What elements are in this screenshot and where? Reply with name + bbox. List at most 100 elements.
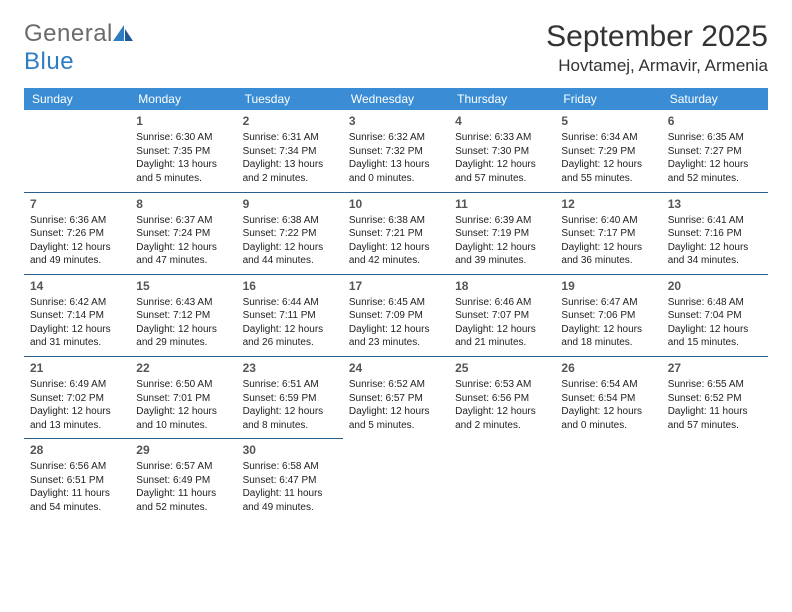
sunrise-line: Sunrise: 6:45 AM [349,296,443,310]
empty-cell [449,439,555,521]
day-cell: 28Sunrise: 6:56 AMSunset: 6:51 PMDayligh… [24,439,130,521]
day-cell: 22Sunrise: 6:50 AMSunset: 7:01 PMDayligh… [130,356,236,438]
daylight-line: Daylight: 12 hours and 13 minutes. [30,405,124,432]
daylight-line: Daylight: 11 hours and 52 minutes. [136,487,230,514]
sunrise-line: Sunrise: 6:38 AM [243,214,337,228]
sunset-line: Sunset: 7:17 PM [561,227,655,241]
sunrise-line: Sunrise: 6:50 AM [136,378,230,392]
sunset-line: Sunset: 6:51 PM [30,474,124,488]
weekday-header: Friday [555,88,661,110]
calendar-row: 28Sunrise: 6:56 AMSunset: 6:51 PMDayligh… [24,439,768,521]
sunrise-line: Sunrise: 6:44 AM [243,296,337,310]
sunset-line: Sunset: 6:57 PM [349,392,443,406]
daylight-line: Daylight: 12 hours and 44 minutes. [243,241,337,268]
sunrise-line: Sunrise: 6:53 AM [455,378,549,392]
day-cell: 13Sunrise: 6:41 AMSunset: 7:16 PMDayligh… [662,192,768,274]
empty-cell [662,439,768,521]
day-number: 17 [349,278,443,294]
day-cell: 11Sunrise: 6:39 AMSunset: 7:19 PMDayligh… [449,192,555,274]
sunset-line: Sunset: 7:16 PM [668,227,762,241]
sunset-line: Sunset: 7:11 PM [243,309,337,323]
day-cell: 21Sunrise: 6:49 AMSunset: 7:02 PMDayligh… [24,356,130,438]
day-number: 29 [136,442,230,458]
day-number: 25 [455,360,549,376]
sunset-line: Sunset: 7:07 PM [455,309,549,323]
sunrise-line: Sunrise: 6:56 AM [30,460,124,474]
sunset-line: Sunset: 7:27 PM [668,145,762,159]
sunrise-line: Sunrise: 6:39 AM [455,214,549,228]
sunrise-line: Sunrise: 6:32 AM [349,131,443,145]
sunset-line: Sunset: 7:21 PM [349,227,443,241]
day-cell: 16Sunrise: 6:44 AMSunset: 7:11 PMDayligh… [237,274,343,356]
day-cell: 9Sunrise: 6:38 AMSunset: 7:22 PMDaylight… [237,192,343,274]
day-cell: 27Sunrise: 6:55 AMSunset: 6:52 PMDayligh… [662,356,768,438]
calendar-table: SundayMondayTuesdayWednesdayThursdayFrid… [24,88,768,521]
sunset-line: Sunset: 6:59 PM [243,392,337,406]
sunrise-line: Sunrise: 6:54 AM [561,378,655,392]
weekday-header: Saturday [662,88,768,110]
calendar-row: 1Sunrise: 6:30 AMSunset: 7:35 PMDaylight… [24,110,768,192]
sunrise-line: Sunrise: 6:33 AM [455,131,549,145]
day-cell: 7Sunrise: 6:36 AMSunset: 7:26 PMDaylight… [24,192,130,274]
day-cell: 30Sunrise: 6:58 AMSunset: 6:47 PMDayligh… [237,439,343,521]
sail-icon [113,25,135,41]
day-cell: 19Sunrise: 6:47 AMSunset: 7:06 PMDayligh… [555,274,661,356]
daylight-line: Daylight: 13 hours and 5 minutes. [136,158,230,185]
daylight-line: Daylight: 12 hours and 55 minutes. [561,158,655,185]
daylight-line: Daylight: 12 hours and 10 minutes. [136,405,230,432]
daylight-line: Daylight: 12 hours and 49 minutes. [30,241,124,268]
day-number: 16 [243,278,337,294]
day-number: 18 [455,278,549,294]
sunset-line: Sunset: 7:22 PM [243,227,337,241]
day-cell: 5Sunrise: 6:34 AMSunset: 7:29 PMDaylight… [555,110,661,192]
sunset-line: Sunset: 6:56 PM [455,392,549,406]
sunset-line: Sunset: 7:12 PM [136,309,230,323]
day-cell: 18Sunrise: 6:46 AMSunset: 7:07 PMDayligh… [449,274,555,356]
daylight-line: Daylight: 12 hours and 18 minutes. [561,323,655,350]
weekday-header: Thursday [449,88,555,110]
sunrise-line: Sunrise: 6:42 AM [30,296,124,310]
day-number: 23 [243,360,337,376]
day-number: 26 [561,360,655,376]
sunset-line: Sunset: 6:49 PM [136,474,230,488]
daylight-line: Daylight: 12 hours and 47 minutes. [136,241,230,268]
calendar-body: 1Sunrise: 6:30 AMSunset: 7:35 PMDaylight… [24,110,768,521]
day-cell: 2Sunrise: 6:31 AMSunset: 7:34 PMDaylight… [237,110,343,192]
sunset-line: Sunset: 7:04 PM [668,309,762,323]
sunrise-line: Sunrise: 6:30 AM [136,131,230,145]
daylight-line: Daylight: 12 hours and 34 minutes. [668,241,762,268]
empty-cell [555,439,661,521]
logo-text-blue: Blue [24,48,74,75]
day-number: 13 [668,196,762,212]
sunset-line: Sunset: 7:32 PM [349,145,443,159]
sunrise-line: Sunrise: 6:55 AM [668,378,762,392]
daylight-line: Daylight: 11 hours and 49 minutes. [243,487,337,514]
sunrise-line: Sunrise: 6:38 AM [349,214,443,228]
day-number: 11 [455,196,549,212]
calendar-row: 14Sunrise: 6:42 AMSunset: 7:14 PMDayligh… [24,274,768,356]
day-cell: 6Sunrise: 6:35 AMSunset: 7:27 PMDaylight… [662,110,768,192]
day-number: 6 [668,113,762,129]
sunrise-line: Sunrise: 6:40 AM [561,214,655,228]
sunrise-line: Sunrise: 6:49 AM [30,378,124,392]
day-number: 10 [349,196,443,212]
daylight-line: Daylight: 12 hours and 5 minutes. [349,405,443,432]
sunrise-line: Sunrise: 6:34 AM [561,131,655,145]
day-number: 15 [136,278,230,294]
sunset-line: Sunset: 7:24 PM [136,227,230,241]
daylight-line: Daylight: 12 hours and 29 minutes. [136,323,230,350]
sunset-line: Sunset: 6:54 PM [561,392,655,406]
calendar-head: SundayMondayTuesdayWednesdayThursdayFrid… [24,88,768,110]
empty-cell [343,439,449,521]
day-cell: 17Sunrise: 6:45 AMSunset: 7:09 PMDayligh… [343,274,449,356]
sunrise-line: Sunrise: 6:51 AM [243,378,337,392]
daylight-line: Daylight: 12 hours and 31 minutes. [30,323,124,350]
weekday-row: SundayMondayTuesdayWednesdayThursdayFrid… [24,88,768,110]
daylight-line: Daylight: 12 hours and 36 minutes. [561,241,655,268]
calendar-row: 7Sunrise: 6:36 AMSunset: 7:26 PMDaylight… [24,192,768,274]
daylight-line: Daylight: 13 hours and 0 minutes. [349,158,443,185]
title-block: September 2025 Hovtamej, Armavir, Armeni… [546,20,768,76]
sunset-line: Sunset: 7:26 PM [30,227,124,241]
sunrise-line: Sunrise: 6:58 AM [243,460,337,474]
day-number: 27 [668,360,762,376]
